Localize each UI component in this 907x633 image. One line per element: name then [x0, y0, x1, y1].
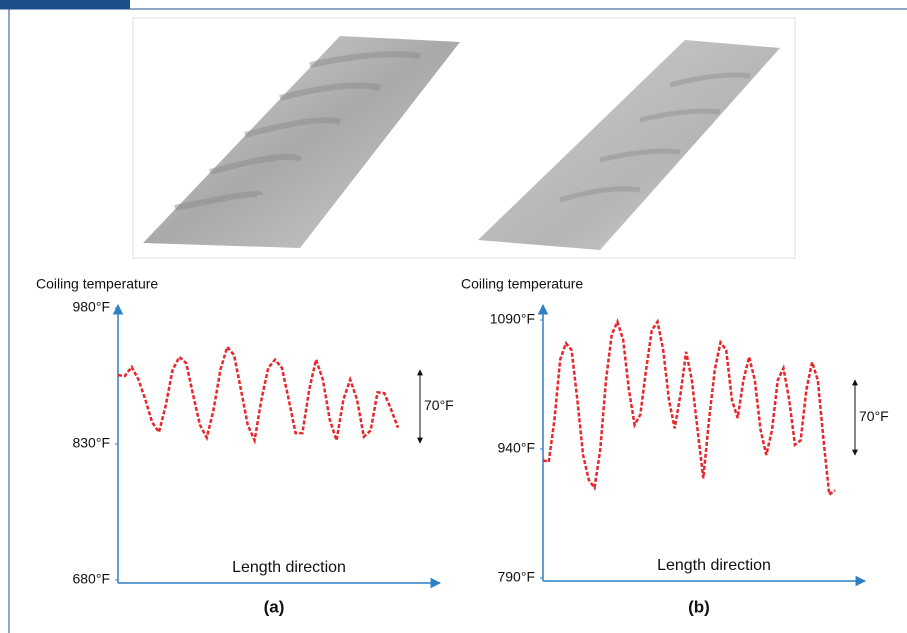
- caption: (b): [688, 597, 710, 616]
- y-tick-label: 940°F: [497, 440, 535, 456]
- temperature-line: [117, 344, 400, 445]
- y-tick-label: 790°F: [497, 569, 535, 585]
- surface-a: [143, 36, 460, 248]
- y-axis-label: Coiling temperature: [36, 276, 158, 292]
- x-axis-label: Length direction: [232, 559, 346, 576]
- y-tick-label: 1090°F: [490, 311, 535, 327]
- y-tick-label: 680°F: [72, 571, 110, 587]
- y-axis-label: Coiling temperature: [461, 276, 583, 292]
- header-tab: [0, 0, 130, 9]
- y-tick-label: 830°F: [72, 435, 110, 451]
- x-axis-label: Length direction: [657, 557, 771, 574]
- annotation: 70°F: [424, 397, 454, 413]
- caption: (a): [264, 597, 285, 616]
- y-tick-label: 980°F: [72, 299, 110, 315]
- surface-b: [478, 40, 780, 250]
- annotation: 70°F: [859, 408, 889, 424]
- temperature-line: [542, 318, 836, 497]
